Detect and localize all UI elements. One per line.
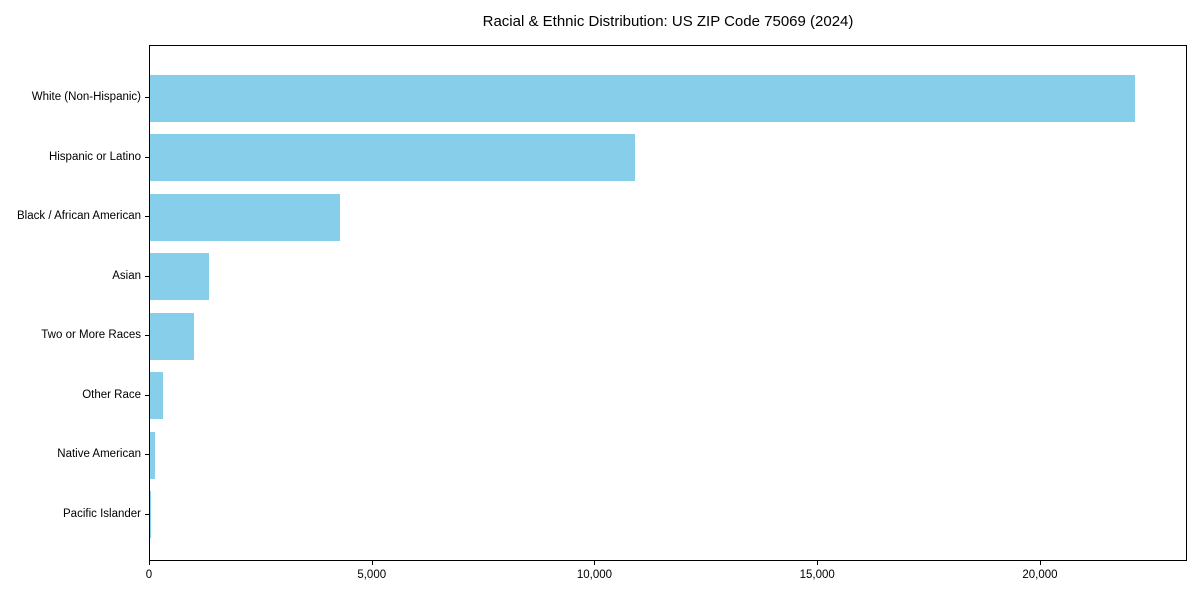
- y-tick-mark: [145, 275, 149, 277]
- y-tick-mark: [145, 394, 149, 396]
- x-tick-label: 15,000: [799, 569, 835, 581]
- x-tick-label: 10,000: [576, 569, 613, 581]
- x-tick-label: 20,000: [1022, 569, 1058, 581]
- bar: [150, 134, 635, 181]
- x-tick-mark: [371, 561, 373, 565]
- x-tick-mark: [594, 561, 596, 565]
- y-tick-label: Black / African American: [17, 210, 141, 222]
- x-tick-mark: [149, 561, 150, 565]
- plot-area: [149, 45, 1187, 561]
- y-tick-label: Pacific Islander: [63, 507, 141, 520]
- y-tick-mark: [145, 216, 149, 217]
- bar: [150, 431, 155, 479]
- y-tick-mark: [145, 454, 149, 455]
- y-tick-mark: [145, 335, 149, 336]
- bar: [150, 74, 1135, 122]
- bars-layer: [150, 46, 1186, 560]
- y-tick-label: Hispanic or Latino: [48, 150, 141, 163]
- x-tick-mark: [1039, 561, 1041, 565]
- y-tick-label: White (Non-Hispanic): [31, 91, 141, 103]
- x-tick-label: 5,000: [357, 569, 387, 581]
- y-tick-mark: [145, 156, 149, 158]
- y-tick-label: Native American: [57, 448, 141, 460]
- bar: [150, 253, 210, 300]
- x-tick-mark: [817, 561, 819, 565]
- bar: [150, 372, 164, 419]
- chart-title: Racial & Ethnic Distribution: US ZIP Cod…: [482, 13, 854, 30]
- y-tick-label: Asian: [112, 269, 141, 282]
- y-tick-label: Other Race: [82, 388, 141, 401]
- bar: [150, 312, 195, 360]
- y-tick-label: Two or More Races: [41, 329, 141, 341]
- bar: [150, 193, 341, 241]
- y-tick-mark: [145, 513, 149, 515]
- x-tick-label: 0: [145, 569, 153, 581]
- y-tick-mark: [145, 97, 149, 98]
